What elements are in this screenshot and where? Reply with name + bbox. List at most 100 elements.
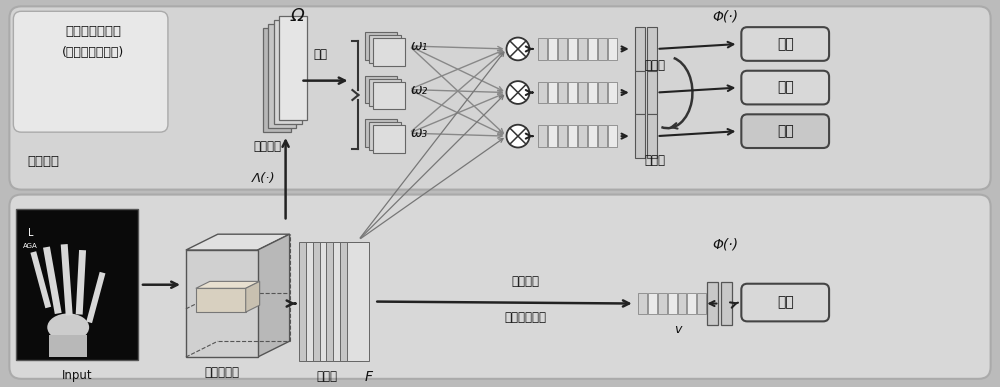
Bar (538, 38, 547, 60)
Text: 骨龄: 骨龄 (777, 37, 794, 51)
Bar (678, 293, 686, 314)
Bar (588, 38, 597, 60)
Bar (707, 282, 718, 325)
Text: 骨龄: 骨龄 (777, 124, 794, 138)
Bar (538, 82, 547, 103)
Text: L: L (28, 228, 33, 238)
Text: v: v (674, 323, 681, 336)
FancyBboxPatch shape (741, 284, 829, 321)
Bar (721, 282, 732, 325)
Bar (648, 293, 657, 314)
Circle shape (506, 38, 529, 60)
Polygon shape (196, 281, 260, 288)
Bar (196, 288, 246, 312)
Bar (588, 82, 597, 103)
FancyBboxPatch shape (9, 6, 991, 190)
Bar (186, 250, 258, 357)
Bar (687, 293, 696, 314)
Bar (313, 242, 334, 361)
Bar (598, 82, 607, 103)
Text: ω₁: ω₁ (411, 39, 428, 53)
Bar (373, 82, 405, 110)
Bar (16, 209, 138, 360)
Bar (608, 82, 617, 103)
Bar (588, 125, 597, 147)
Text: AGA: AGA (23, 243, 38, 249)
FancyBboxPatch shape (9, 195, 991, 379)
Bar (49, 335, 87, 357)
Bar (340, 242, 362, 361)
Bar (598, 38, 607, 60)
Bar (538, 125, 547, 147)
Bar (373, 38, 405, 66)
Bar (279, 16, 307, 120)
Bar (558, 82, 567, 103)
Bar (635, 27, 645, 71)
Text: 特征图: 特征图 (316, 370, 337, 384)
Bar (369, 122, 401, 150)
Text: 主干网络: 主干网络 (27, 155, 59, 168)
Bar (608, 38, 617, 60)
Polygon shape (186, 234, 290, 250)
Ellipse shape (47, 313, 89, 341)
Text: 多重注意力模块: 多重注意力模块 (65, 25, 121, 38)
FancyBboxPatch shape (741, 27, 829, 61)
Bar (697, 293, 706, 314)
Text: (仅在训练时激活): (仅在训练时激活) (62, 46, 124, 59)
Circle shape (506, 125, 529, 147)
Text: Input: Input (62, 369, 92, 382)
Text: 骨龄: 骨龄 (777, 80, 794, 94)
Bar (558, 38, 567, 60)
Bar (299, 242, 321, 361)
Text: Ω: Ω (291, 7, 304, 25)
Circle shape (506, 81, 529, 104)
Bar (76, 250, 86, 315)
Bar (548, 82, 557, 103)
Bar (558, 125, 567, 147)
Bar (608, 125, 617, 147)
Bar (373, 125, 405, 153)
Bar (578, 125, 587, 147)
Bar (647, 71, 657, 114)
Bar (668, 293, 677, 314)
Text: Λ(·): Λ(·) (252, 172, 275, 185)
Bar (61, 244, 73, 316)
Bar (658, 293, 667, 314)
Bar (647, 114, 657, 158)
Bar (598, 125, 607, 147)
Bar (635, 71, 645, 114)
Text: F: F (364, 370, 372, 384)
Polygon shape (246, 281, 260, 312)
Bar (369, 35, 401, 63)
Bar (369, 79, 401, 106)
Text: 拆分: 拆分 (314, 48, 328, 62)
Text: 区分性: 区分性 (645, 154, 666, 168)
Bar (263, 28, 291, 132)
Bar (365, 32, 397, 60)
Polygon shape (258, 234, 290, 357)
Bar (86, 272, 105, 323)
Bar (568, 82, 577, 103)
Text: Φ(·): Φ(·) (712, 9, 738, 23)
Text: 全局平均池化: 全局平均池化 (504, 311, 546, 324)
Text: 骨龄: 骨龄 (777, 296, 794, 310)
Bar (274, 20, 302, 124)
Text: 特征向量: 特征向量 (511, 275, 539, 288)
Bar (647, 27, 657, 71)
Text: 注意力图: 注意力图 (254, 140, 282, 152)
Bar (578, 38, 587, 60)
Bar (306, 242, 327, 361)
Bar (268, 24, 296, 128)
Bar (578, 82, 587, 103)
FancyBboxPatch shape (741, 114, 829, 148)
Bar (347, 242, 369, 361)
Text: ω₂: ω₂ (411, 82, 428, 97)
Bar (326, 242, 348, 361)
Bar (568, 125, 577, 147)
Text: Φ(·): Φ(·) (712, 237, 738, 251)
Text: 多样性: 多样性 (645, 59, 666, 72)
Bar (548, 38, 557, 60)
Bar (30, 251, 51, 308)
Bar (638, 293, 647, 314)
Bar (365, 76, 397, 103)
